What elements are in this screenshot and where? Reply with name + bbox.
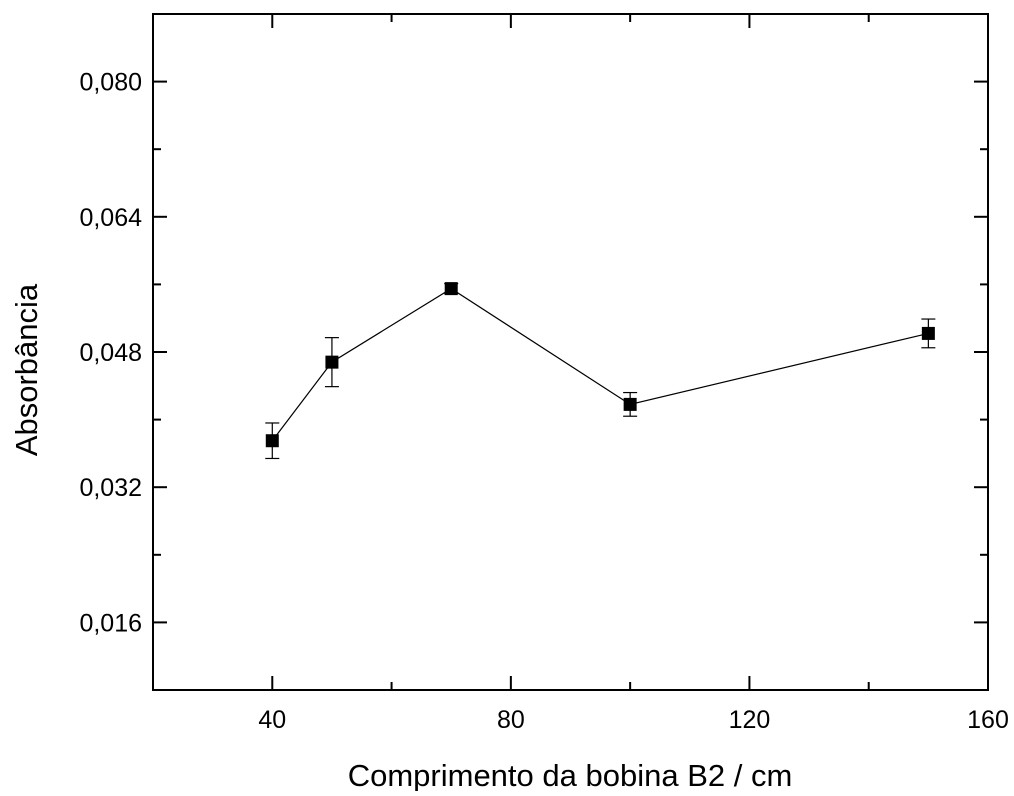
data-point xyxy=(265,434,279,448)
data-point xyxy=(325,355,339,369)
plot-frame-rect xyxy=(152,13,989,691)
x-tick-label: 160 xyxy=(967,706,1009,734)
axis-ticks xyxy=(153,14,989,690)
y-tick-label: 0,032 xyxy=(79,474,142,502)
x-axis-title: Comprimento da bobina B2 / cm xyxy=(348,758,793,791)
y-tick-label: 0,064 xyxy=(79,204,142,232)
tick-labels: 40 80 120 160 0,016 0,032 0,048 0,064 0,080 xyxy=(79,69,1008,734)
x-tick-label: 120 xyxy=(729,706,771,734)
x-tick-label: 80 xyxy=(497,706,525,734)
series-line xyxy=(271,287,929,442)
data-point xyxy=(623,397,637,411)
data-point xyxy=(921,326,935,340)
y-tick-label: 0,080 xyxy=(79,69,142,97)
y-axis-title: Absorbância xyxy=(9,283,44,456)
plot-frame xyxy=(152,13,989,691)
data-series xyxy=(265,282,936,460)
data-point xyxy=(444,282,458,296)
y-tick-label: 0,048 xyxy=(79,339,142,367)
y-tick-label: 0,016 xyxy=(79,609,142,637)
x-tick-label: 40 xyxy=(258,706,286,734)
